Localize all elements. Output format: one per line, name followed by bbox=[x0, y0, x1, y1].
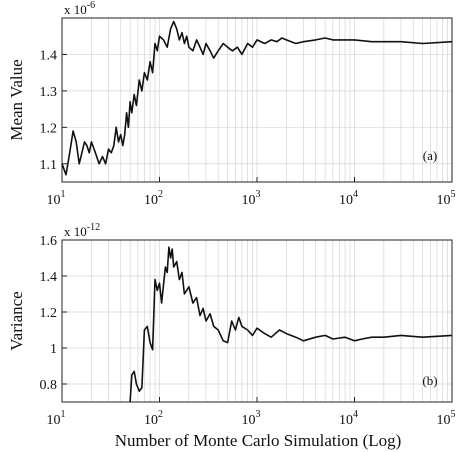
y-tick-label: 1.2 bbox=[40, 121, 58, 136]
x-tick-label: 103 bbox=[242, 409, 261, 428]
y-tick-label: 1.6 bbox=[40, 234, 58, 249]
x-tick-exponent: 2 bbox=[158, 409, 163, 420]
y-tick-label: 0.8 bbox=[40, 378, 58, 393]
x-tick-base: 10 bbox=[47, 413, 61, 428]
x-tick-label: 105 bbox=[437, 189, 456, 208]
x-tick-base: 10 bbox=[437, 193, 451, 208]
y-tick-label: 1 bbox=[50, 342, 57, 357]
x-tick-label: 104 bbox=[339, 189, 358, 208]
x-tick-base: 10 bbox=[339, 193, 353, 208]
x-tick-label: 104 bbox=[339, 409, 358, 428]
x-tick-label: 101 bbox=[47, 189, 66, 208]
y-tick-label: 1.2 bbox=[40, 306, 58, 321]
x-tick-label: 102 bbox=[144, 189, 163, 208]
y-axis-title: Variance bbox=[7, 291, 26, 350]
x-tick-base: 10 bbox=[47, 193, 61, 208]
x-tick-label: 103 bbox=[242, 189, 261, 208]
x-tick-exponent: 3 bbox=[256, 409, 261, 420]
y-tick-label: 1.4 bbox=[40, 270, 58, 285]
x-tick-exponent: 2 bbox=[158, 189, 163, 200]
y-axis-title: Mean Value bbox=[7, 59, 26, 140]
x-tick-base: 10 bbox=[242, 413, 256, 428]
x-tick-exponent: 5 bbox=[451, 189, 456, 200]
x-tick-exponent: 4 bbox=[353, 409, 358, 420]
y-tick-label: 1.3 bbox=[40, 85, 58, 100]
x-tick-label: 102 bbox=[144, 409, 163, 428]
x-tick-base: 10 bbox=[242, 193, 256, 208]
x-axis-title: Number of Monte Carlo Simulation (Log) bbox=[115, 431, 402, 450]
x-tick-exponent: 1 bbox=[61, 189, 66, 200]
y-multiplier-exponent: -12 bbox=[87, 222, 100, 233]
panel-tag: (a) bbox=[423, 148, 437, 163]
y-multiplier-base: x 10 bbox=[64, 224, 87, 239]
data-series-line bbox=[61, 20, 453, 176]
x-tick-exponent: 1 bbox=[61, 409, 66, 420]
x-tick-base: 10 bbox=[144, 413, 158, 428]
data-series-line bbox=[129, 246, 453, 403]
y-axis-multiplier: x 10-12 bbox=[64, 222, 100, 239]
y-axis-multiplier: x 10-6 bbox=[64, 0, 95, 17]
y-multiplier-exponent: -6 bbox=[87, 0, 95, 11]
y-tick-label: 1.4 bbox=[40, 48, 58, 63]
panel-tag: (b) bbox=[422, 373, 437, 388]
x-tick-base: 10 bbox=[437, 413, 451, 428]
x-tick-exponent: 5 bbox=[451, 409, 456, 420]
y-tick-label: 1.1 bbox=[40, 158, 58, 173]
y-multiplier-base: x 10 bbox=[64, 2, 87, 17]
x-tick-base: 10 bbox=[339, 413, 353, 428]
x-tick-base: 10 bbox=[144, 193, 158, 208]
x-tick-exponent: 3 bbox=[256, 189, 261, 200]
x-tick-exponent: 4 bbox=[353, 189, 358, 200]
x-tick-label: 105 bbox=[437, 409, 456, 428]
x-tick-label: 101 bbox=[47, 409, 66, 428]
